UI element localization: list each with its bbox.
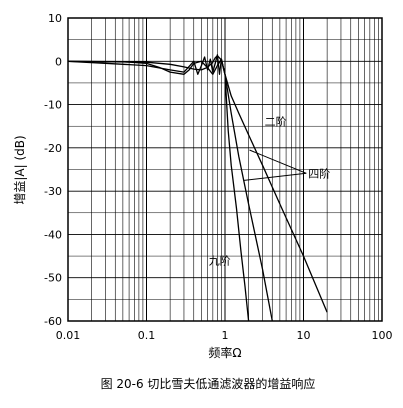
- curve-label-1: 二阶: [265, 114, 287, 128]
- x-tick-label: 1: [222, 329, 229, 342]
- y-tick-label: -60: [44, 315, 62, 328]
- y-axis-title: 增益|A| (dB): [13, 135, 27, 204]
- y-tick-labels: 10 0 -10 -20 -30 -40 -50 -60: [44, 12, 62, 328]
- plot-frame: [67, 17, 383, 322]
- y-tick-label: -40: [44, 228, 62, 241]
- series-line-3: [67, 54, 250, 322]
- y-tick-label: -20: [44, 142, 62, 155]
- y-tick-label: -30: [44, 185, 62, 198]
- x-tick-label: 10: [297, 329, 311, 342]
- y-tick-label: -50: [44, 272, 62, 285]
- x-axis-title: 频率Ω: [208, 345, 241, 360]
- series-line-1: [67, 55, 328, 313]
- y-tick-label: 10: [48, 12, 62, 25]
- annotation-leader-line: [249, 149, 307, 174]
- annotation-leader-line: [244, 172, 307, 181]
- x-tick-label: 100: [372, 329, 393, 342]
- x-tick-label: 0.01: [56, 329, 81, 342]
- x-tick-label: 0.1: [138, 329, 156, 342]
- curve-label-3: 九阶: [209, 254, 231, 268]
- curve-label-2: 四阶: [308, 166, 330, 180]
- figure-caption: 图 20-6 切比雪夫低通滤波器的增益响应: [101, 376, 316, 391]
- y-tick-label: 0: [55, 55, 62, 68]
- x-tick-labels: 0.01 0.1 1 10 100: [56, 329, 393, 342]
- series-curves: [67, 54, 328, 322]
- y-tick-label: -10: [44, 99, 62, 112]
